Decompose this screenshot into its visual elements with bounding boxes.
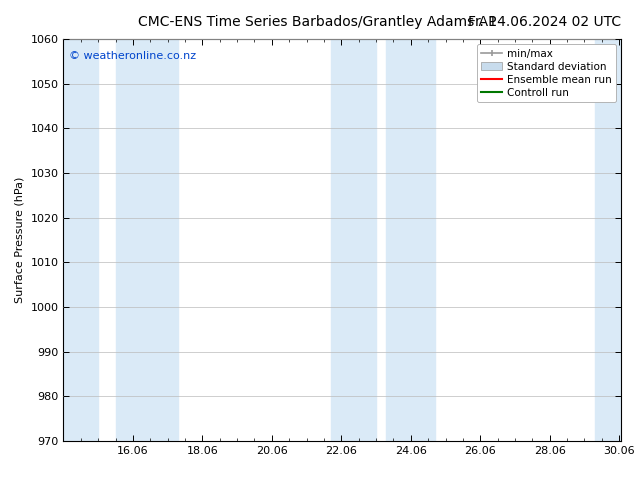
Text: Fr. 14.06.2024 02 UTC: Fr. 14.06.2024 02 UTC [468,15,621,29]
Text: © weatheronline.co.nz: © weatheronline.co.nz [69,51,196,61]
Legend: min/max, Standard deviation, Ensemble mean run, Controll run: min/max, Standard deviation, Ensemble me… [477,45,616,102]
Bar [595,39,621,441]
Text: CMC-ENS Time Series Barbados/Grantley Adams AP: CMC-ENS Time Series Barbados/Grantley Ad… [138,15,496,29]
Bar [387,39,435,441]
Bar [115,39,178,441]
Bar [331,39,376,441]
Bar [63,39,98,441]
Y-axis label: Surface Pressure (hPa): Surface Pressure (hPa) [15,177,25,303]
